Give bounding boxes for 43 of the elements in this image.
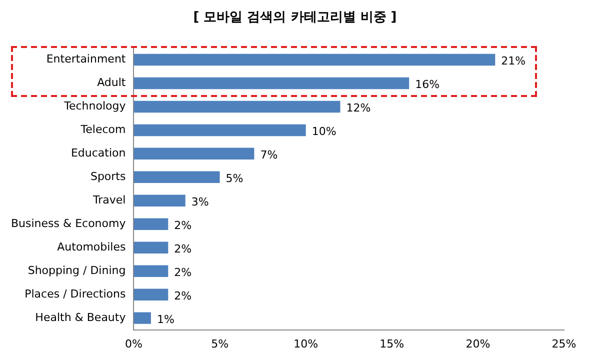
bar <box>134 54 496 66</box>
y-tick-label: Adult <box>97 76 126 90</box>
data-label: 5% <box>226 172 244 186</box>
x-tick-label: 25% <box>552 337 576 350</box>
bar <box>134 288 168 300</box>
bar <box>134 312 151 324</box>
y-tick-label: Automobiles <box>57 240 126 254</box>
bar <box>134 124 306 136</box>
bar <box>134 265 168 277</box>
y-tick-label: Shopping / Dining <box>28 264 126 277</box>
y-tick-label: Sports <box>90 170 126 184</box>
bar <box>134 171 220 184</box>
x-tick-label: 0% <box>125 337 142 350</box>
data-label: 2% <box>174 289 192 302</box>
data-label: 3% <box>191 196 209 208</box>
y-tick-label: Technology <box>63 100 126 113</box>
data-label: 12% <box>346 102 371 115</box>
x-tick-label: 20% <box>466 337 490 350</box>
data-label: 10% <box>312 125 336 138</box>
data-label: 21% <box>501 54 526 68</box>
data-label: 7% <box>260 148 278 162</box>
bar <box>134 100 340 113</box>
bar <box>134 242 168 254</box>
y-tick-label: Health & Beauty <box>35 310 126 324</box>
y-tick-label: Travel <box>92 194 126 206</box>
data-label: 2% <box>174 266 192 279</box>
x-tick-label: 15% <box>380 337 404 350</box>
y-tick-label: Education <box>70 146 126 160</box>
y-tick-label: Places / Directions <box>24 287 126 300</box>
data-label: 16% <box>415 78 440 92</box>
bar <box>134 194 186 207</box>
data-label: 2% <box>174 242 192 256</box>
y-tick-label: Telecom <box>80 123 126 136</box>
data-label: 1% <box>156 312 174 326</box>
x-tick-label: 5% <box>211 337 229 350</box>
bar <box>134 148 254 160</box>
bar <box>134 77 410 90</box>
chart-title: [ 모바일 검색의 카테고리별 비중 ] <box>192 9 398 27</box>
x-tick-label: 10% <box>294 337 318 350</box>
y-tick-label: Entertainment <box>46 52 126 66</box>
data-label: 2% <box>174 218 192 232</box>
bar <box>134 218 168 230</box>
y-tick-label: Business & Economy <box>11 216 126 230</box>
